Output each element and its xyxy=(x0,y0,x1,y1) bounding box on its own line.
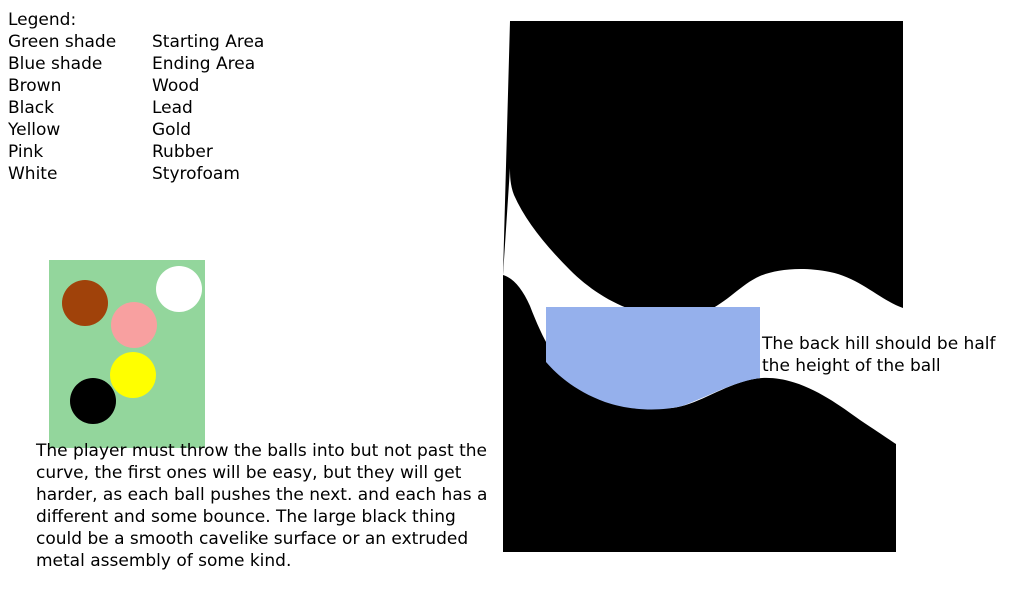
legend-value: Lead xyxy=(152,98,193,118)
description-text: The player must throw the balls into but… xyxy=(36,441,488,571)
rubber-ball xyxy=(111,302,157,348)
legend-value: Gold xyxy=(152,120,192,140)
legend-value: Starting Area xyxy=(152,32,265,52)
styrofoam-ball xyxy=(156,266,202,312)
legend-key: Green shade xyxy=(8,32,117,52)
wood-ball xyxy=(62,280,108,326)
legend-key: Black xyxy=(8,98,54,118)
legend-row: Yellow Gold xyxy=(8,119,264,141)
legend-key: Pink xyxy=(8,142,44,162)
legend-row: Brown Wood xyxy=(8,75,264,97)
legend-key: Blue shade xyxy=(8,54,103,74)
note-text: The back hill should be half the height … xyxy=(762,334,996,376)
gold-ball xyxy=(110,352,156,398)
lead-ball xyxy=(70,378,116,424)
legend-row: Green shade Starting Area xyxy=(8,31,264,53)
ending-area xyxy=(546,307,760,410)
legend-value: Ending Area xyxy=(152,54,256,74)
cave-surface xyxy=(503,21,903,552)
legend-value: Wood xyxy=(152,76,200,96)
legend-key: Yellow xyxy=(8,120,61,140)
legend-value: Rubber xyxy=(152,142,213,162)
legend-key: Brown xyxy=(8,76,62,96)
legend-value: Styrofoam xyxy=(152,164,240,184)
legend-row: Blue shade Ending Area xyxy=(8,53,264,75)
legend-key: White xyxy=(8,164,58,184)
legend: Legend: Green shade Starting Area Blue s… xyxy=(8,9,264,185)
legend-row: Pink Rubber xyxy=(8,141,264,163)
legend-row: White Styrofoam xyxy=(8,163,264,185)
legend-title: Legend: xyxy=(8,10,77,30)
legend-row: Black Lead xyxy=(8,97,264,119)
